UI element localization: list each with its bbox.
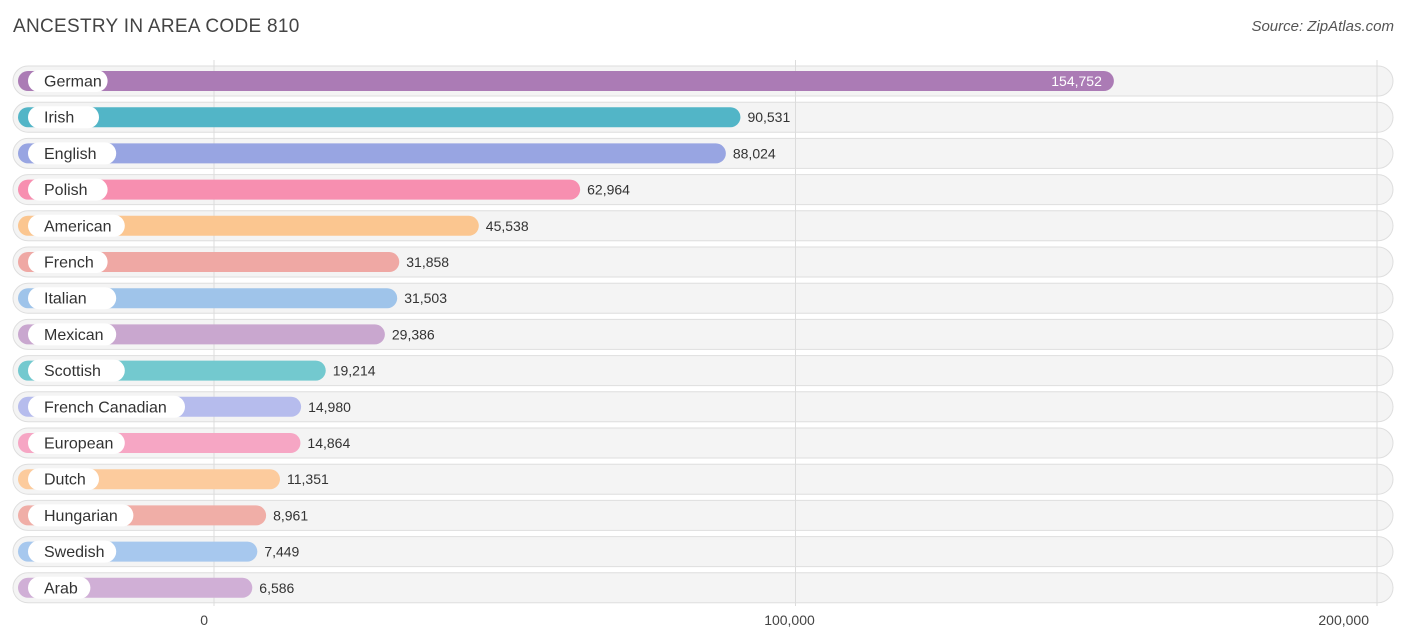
bar-group[interactable]: English 88,024 <box>18 142 776 165</box>
bar[interactable] <box>18 143 726 164</box>
category-label: European <box>44 436 113 453</box>
x-tick-label: 0 <box>200 612 208 628</box>
bar-group[interactable]: German 154,752 <box>18 70 1114 92</box>
value-label: 19,214 <box>333 363 376 379</box>
value-label: 29,386 <box>392 326 435 342</box>
category-label-bg <box>28 323 117 346</box>
bar-group[interactable]: Swedish 7,449 <box>18 540 300 563</box>
bar-group[interactable]: Irish 90,531 <box>18 106 790 129</box>
category-label-bg <box>28 468 99 491</box>
category-label-bg <box>28 142 117 165</box>
value-label: 7,449 <box>264 544 299 560</box>
bar-group[interactable]: Arab 6,586 <box>18 576 295 599</box>
bar-group[interactable]: Polish 62,964 <box>18 178 630 201</box>
value-label: 14,864 <box>307 435 350 451</box>
category-label: French <box>44 255 94 272</box>
category-label-bg <box>28 395 185 418</box>
bar-group[interactable]: Italian 31,503 <box>18 287 447 310</box>
value-label: 31,503 <box>404 290 447 306</box>
row-background <box>12 536 1394 568</box>
x-tick-label: 100,000 <box>764 612 815 628</box>
bar-group[interactable]: European 14,864 <box>18 432 350 454</box>
bar-group[interactable]: American 45,538 <box>18 214 529 237</box>
value-label: 8,961 <box>273 507 308 523</box>
bar[interactable] <box>18 252 400 272</box>
value-label: 88,024 <box>733 145 776 161</box>
x-tick-label: 200,000 <box>1318 612 1369 628</box>
category-label: German <box>44 74 102 91</box>
category-label-bg <box>28 540 117 563</box>
category-label-bg <box>28 70 108 92</box>
category-label-bg <box>28 576 91 599</box>
value-label: 62,964 <box>587 182 630 198</box>
category-label: English <box>44 146 96 163</box>
bar[interactable] <box>18 215 479 236</box>
chart-title: ANCESTRY IN AREA CODE 810 <box>13 16 300 37</box>
category-label: Hungarian <box>44 508 118 525</box>
category-label: Polish <box>44 182 88 199</box>
bar[interactable] <box>18 107 741 128</box>
value-label: 90,531 <box>747 109 790 125</box>
value-label: 45,538 <box>486 218 529 234</box>
category-label: Irish <box>44 110 74 127</box>
category-label-bg <box>28 251 108 273</box>
category-label-bg <box>28 432 125 454</box>
bar-group[interactable]: Dutch 11,351 <box>18 468 329 491</box>
row-background <box>12 463 1394 495</box>
bar[interactable] <box>18 179 581 200</box>
bar[interactable] <box>18 71 1114 91</box>
row-background <box>12 427 1394 459</box>
value-label: 11,351 <box>287 471 329 487</box>
category-label-bg <box>28 359 125 382</box>
category-label: Mexican <box>44 327 104 344</box>
row-background <box>12 572 1394 604</box>
bar-group[interactable]: Mexican 29,386 <box>18 323 435 346</box>
category-label-bg <box>28 504 134 527</box>
category-label: American <box>44 218 112 235</box>
bar-group[interactable]: French 31,858 <box>18 251 449 273</box>
source-credit: Source: ZipAtlas.com <box>1251 18 1394 35</box>
category-label-bg <box>28 287 117 310</box>
value-label: 6,586 <box>259 580 294 596</box>
category-label-bg <box>28 106 99 129</box>
category-label: French Canadian <box>44 399 167 416</box>
category-label: Dutch <box>44 472 86 489</box>
category-label: Swedish <box>44 544 104 561</box>
row-background <box>12 499 1394 531</box>
value-label: 31,858 <box>406 254 449 270</box>
row-background <box>12 391 1394 423</box>
bar-group[interactable]: Hungarian 8,961 <box>18 504 308 527</box>
category-label: Scottish <box>44 363 101 380</box>
value-label: 14,980 <box>308 399 351 415</box>
category-label: Arab <box>44 580 78 597</box>
category-label: Italian <box>44 291 87 308</box>
category-label-bg <box>28 214 125 237</box>
bar-group[interactable]: French Canadian 14,980 <box>18 395 351 418</box>
bar-group[interactable]: Scottish 19,214 <box>18 359 376 382</box>
category-label-bg <box>28 178 108 201</box>
value-label: 154,752 <box>1051 73 1102 89</box>
row-background <box>12 355 1394 387</box>
